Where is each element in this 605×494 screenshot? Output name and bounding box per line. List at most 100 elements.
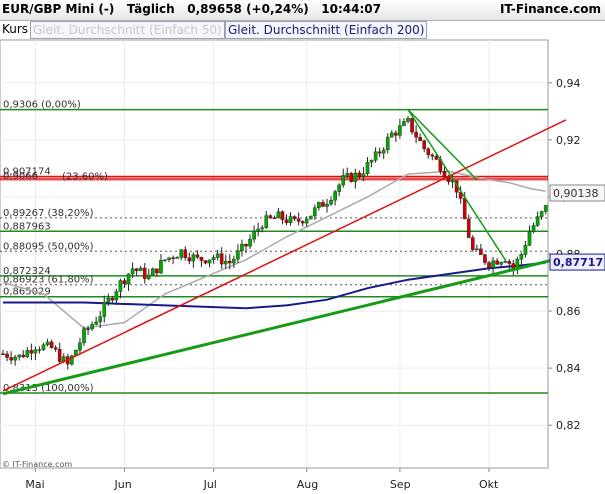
candle-body: [17, 354, 22, 358]
price-marker-label: 0,90138: [553, 187, 599, 200]
candle-body: [171, 257, 175, 259]
candle-body: [519, 254, 524, 260]
y-tick-label: 0,86: [556, 305, 581, 318]
candle-body: [531, 225, 536, 232]
candle-body: [211, 257, 216, 261]
candle-body: [466, 218, 471, 238]
candle-body: [527, 231, 532, 246]
trendline-fan-2[interactable]: [407, 109, 506, 261]
fib-level-label: 0,88095 (50,00%): [3, 241, 94, 252]
candle-body: [78, 342, 82, 351]
legend-price[interactable]: Kurs: [2, 22, 29, 36]
candle-body: [304, 218, 309, 224]
candle-body: [215, 253, 220, 258]
candle-body: [377, 151, 382, 154]
candle-body: [236, 250, 240, 260]
fib-level-label: 0,8313 (100,00%): [3, 383, 94, 394]
legend-sma50[interactable]: Gleit. Durchschnitt (Einfach 50): [30, 21, 225, 39]
candle-body: [381, 149, 386, 154]
candle-body: [325, 203, 329, 207]
candle-body: [159, 260, 163, 274]
sma50-line: [2, 170, 546, 329]
x-tick-label: Jun: [114, 478, 132, 491]
candle-body: [183, 249, 188, 258]
candle-body: [479, 248, 483, 255]
candle-body: [163, 259, 167, 261]
candle-body: [82, 328, 86, 343]
candle-body: [487, 262, 491, 268]
candle-body: [369, 160, 374, 163]
candle-body: [462, 198, 467, 220]
candle-body: [138, 267, 143, 271]
candle-body: [503, 261, 508, 263]
candle-body: [155, 268, 159, 274]
candle-body: [288, 216, 293, 224]
candle-body: [406, 118, 410, 122]
candle-body: [248, 238, 252, 247]
candle-body: [292, 216, 297, 220]
trendline-fan-1[interactable]: [407, 109, 478, 181]
candle-body: [70, 355, 74, 365]
candle-body: [94, 321, 98, 325]
candle-body: [402, 121, 406, 126]
candle-body: [499, 262, 503, 265]
candle-body: [442, 171, 447, 178]
candle-body: [349, 173, 354, 182]
candle-body: [179, 249, 184, 258]
trendline-uptrend[interactable]: [2, 119, 567, 392]
candle-body: [345, 173, 350, 176]
candle-body: [142, 267, 147, 279]
candle-body: [333, 191, 337, 201]
candle-body: [244, 243, 248, 247]
candle-body: [232, 259, 236, 264]
candle-body: [394, 132, 398, 136]
candle-body: [256, 228, 260, 232]
price-marker: [549, 184, 605, 202]
price-marker-label: 0,87717: [553, 256, 603, 269]
candle-body: [313, 207, 317, 217]
x-tick-label: Okt: [479, 478, 499, 491]
candle-body: [337, 184, 341, 192]
instrument-title: EUR/GBP Mini (-) Täglich 0,89658 (+0,24%…: [2, 2, 381, 16]
y-tick-label: 0,84: [556, 362, 581, 375]
candle-body: [57, 349, 62, 362]
candle-body: [118, 280, 123, 292]
candle-body: [317, 202, 321, 208]
candle-body: [98, 316, 102, 323]
y-tick-label: 0,82: [556, 419, 581, 432]
candle-body: [276, 211, 281, 219]
candle-body: [418, 137, 422, 141]
candle-body: [122, 280, 127, 285]
candle-body: [365, 162, 370, 174]
candle-body: [187, 257, 192, 262]
x-tick-label: Jul: [203, 478, 217, 491]
candle-body: [227, 260, 232, 264]
legend-sma200[interactable]: Gleit. Durchschnitt (Einfach 200): [225, 21, 428, 39]
candle-body: [203, 260, 208, 264]
candle-body: [9, 357, 13, 361]
candle-body: [539, 211, 544, 217]
candle-body: [90, 324, 94, 330]
candle-body: [426, 148, 431, 156]
candle-body: [422, 140, 427, 150]
candle-body: [309, 215, 313, 220]
candle-body: [195, 254, 200, 258]
brand-label: IT-Finance.com: [499, 2, 601, 16]
candle-body: [33, 349, 38, 354]
candle-body: [106, 298, 111, 303]
fib-level-label: 0,907174: [3, 166, 51, 177]
candle-body: [199, 257, 204, 261]
x-tick-label: Mai: [25, 478, 44, 491]
y-tick-label: 0,92: [556, 134, 581, 147]
fib-level-label: 0,887963: [3, 221, 51, 232]
y-tick-label: 0,94: [556, 77, 581, 90]
price-marker: [549, 253, 605, 271]
candle-body: [430, 154, 435, 157]
candle-body: [49, 341, 54, 348]
candle-body: [284, 219, 289, 224]
trendline-support[interactable]: [2, 255, 567, 396]
candle-body: [219, 253, 224, 265]
candle-body: [114, 291, 119, 301]
